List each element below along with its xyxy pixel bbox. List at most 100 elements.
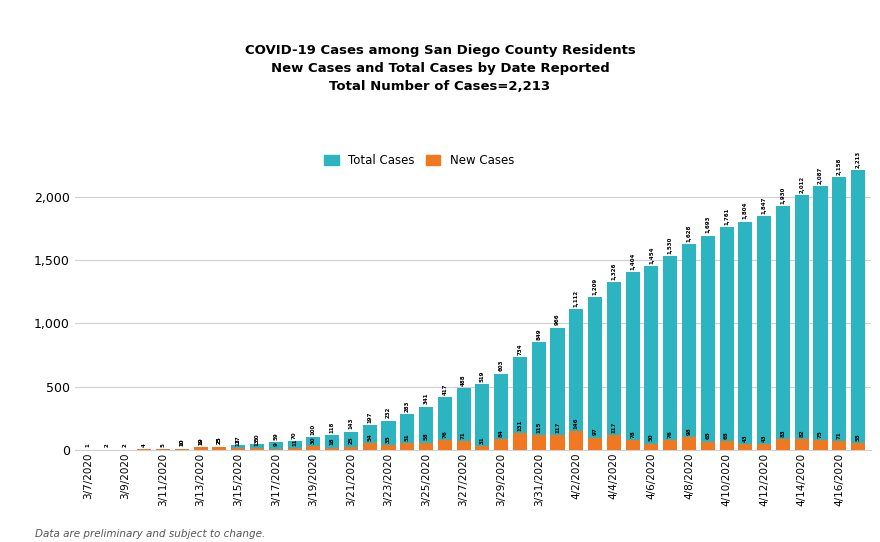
- Text: 1: 1: [85, 444, 91, 448]
- Bar: [457, 441, 471, 450]
- Bar: [588, 297, 602, 450]
- Text: 71: 71: [837, 431, 842, 438]
- Text: 146: 146: [574, 418, 579, 429]
- Bar: [156, 449, 170, 450]
- Text: 75: 75: [818, 430, 823, 438]
- Bar: [532, 435, 546, 450]
- Bar: [626, 272, 640, 450]
- Text: 488: 488: [461, 374, 466, 386]
- Bar: [288, 448, 302, 450]
- Bar: [437, 397, 451, 450]
- Bar: [644, 443, 658, 450]
- Text: 117: 117: [555, 422, 560, 433]
- Text: 849: 849: [536, 328, 541, 340]
- Text: 118: 118: [330, 421, 334, 433]
- Bar: [325, 448, 339, 450]
- Bar: [738, 222, 752, 450]
- Bar: [475, 446, 489, 450]
- Text: 82: 82: [799, 430, 804, 437]
- Text: 50: 50: [649, 434, 654, 441]
- Bar: [720, 441, 734, 450]
- Text: 10: 10: [180, 439, 185, 446]
- Legend: Total Cases, New Cases: Total Cases, New Cases: [319, 149, 519, 172]
- Bar: [268, 449, 282, 450]
- Bar: [381, 421, 395, 450]
- Bar: [700, 236, 715, 450]
- Bar: [363, 425, 377, 450]
- Text: 12: 12: [236, 438, 241, 446]
- Bar: [288, 441, 302, 450]
- Bar: [231, 445, 246, 450]
- Bar: [250, 448, 264, 450]
- Bar: [381, 446, 395, 450]
- Bar: [832, 441, 847, 450]
- Bar: [250, 443, 264, 450]
- Bar: [607, 282, 621, 450]
- Text: 417: 417: [443, 383, 447, 395]
- Bar: [588, 437, 602, 450]
- Text: 65: 65: [705, 431, 710, 440]
- Bar: [400, 414, 414, 450]
- Text: 10: 10: [180, 439, 185, 446]
- Bar: [495, 439, 509, 450]
- Text: 50: 50: [254, 434, 260, 441]
- Bar: [664, 256, 678, 450]
- Text: 43: 43: [761, 434, 766, 442]
- Text: 734: 734: [517, 343, 523, 355]
- Text: 59: 59: [274, 433, 278, 440]
- Text: 1,761: 1,761: [724, 208, 729, 225]
- Text: 117: 117: [612, 422, 616, 433]
- Text: 131: 131: [517, 420, 523, 431]
- Text: 43: 43: [743, 434, 748, 442]
- Text: 1,454: 1,454: [649, 246, 654, 264]
- Bar: [306, 446, 320, 450]
- Bar: [757, 444, 771, 450]
- Text: 58: 58: [423, 433, 429, 440]
- Bar: [268, 442, 282, 450]
- Bar: [513, 433, 527, 450]
- Bar: [776, 440, 790, 450]
- Text: 37: 37: [236, 435, 241, 443]
- Text: 2,087: 2,087: [818, 166, 823, 184]
- Text: 341: 341: [423, 393, 429, 404]
- Bar: [231, 448, 246, 450]
- Text: 76: 76: [443, 430, 447, 438]
- Bar: [682, 437, 696, 450]
- Text: 115: 115: [536, 422, 541, 433]
- Text: COVID-19 Cases by Date Reported: COVID-19 Cases by Date Reported: [22, 30, 477, 54]
- Bar: [551, 435, 565, 450]
- Bar: [194, 448, 208, 450]
- Bar: [212, 447, 226, 450]
- Text: 1,804: 1,804: [743, 202, 748, 220]
- Bar: [194, 448, 208, 450]
- Bar: [344, 432, 358, 450]
- Bar: [738, 444, 752, 450]
- Text: 2,213: 2,213: [855, 151, 861, 167]
- Text: 4: 4: [142, 443, 147, 447]
- Bar: [400, 443, 414, 450]
- Text: Total Number of Cases=2,213: Total Number of Cases=2,213: [329, 80, 551, 93]
- Bar: [700, 442, 715, 450]
- Text: 78: 78: [630, 430, 635, 438]
- Bar: [212, 447, 226, 450]
- Bar: [419, 406, 433, 450]
- Text: 1,530: 1,530: [668, 237, 672, 254]
- Text: 25: 25: [348, 437, 354, 444]
- Text: 30: 30: [311, 436, 316, 444]
- Bar: [569, 431, 583, 450]
- Text: 1,930: 1,930: [781, 186, 786, 203]
- Bar: [776, 206, 790, 450]
- Bar: [795, 440, 809, 450]
- Bar: [720, 227, 734, 450]
- Text: 25: 25: [217, 437, 222, 444]
- Text: 143: 143: [348, 418, 354, 429]
- Text: 19: 19: [198, 437, 203, 445]
- Text: 18: 18: [330, 438, 334, 446]
- Text: New Cases and Total Cases by Date Reported: New Cases and Total Cases by Date Report…: [271, 62, 609, 75]
- Text: 5: 5: [160, 443, 165, 447]
- Bar: [757, 216, 771, 450]
- Bar: [813, 440, 827, 450]
- Bar: [419, 442, 433, 450]
- Text: 100: 100: [311, 424, 316, 435]
- Text: 98: 98: [686, 428, 692, 435]
